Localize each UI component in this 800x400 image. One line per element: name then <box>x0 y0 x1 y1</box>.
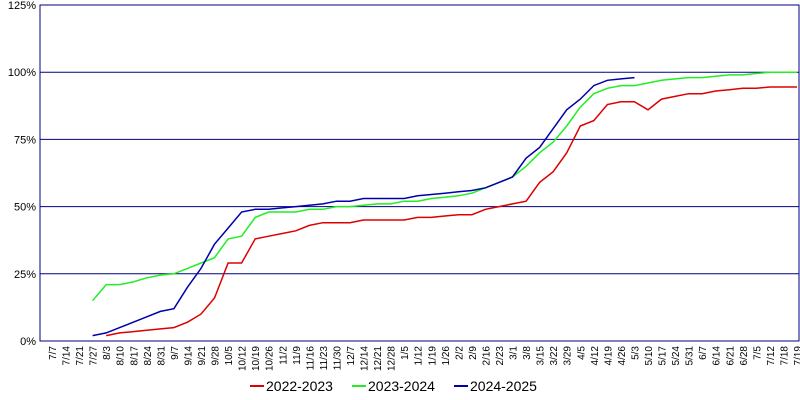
x-tick-label: 9/21 <box>197 346 208 366</box>
x-tick-label: 1/12 <box>414 346 425 366</box>
x-tick-label: 4/12 <box>590 346 601 366</box>
x-tick-label: 7/14 <box>62 346 73 366</box>
y-tick-label: 100% <box>8 67 36 79</box>
y-tick-label: 0% <box>20 336 36 348</box>
x-tick-label: 9/28 <box>211 346 222 366</box>
x-tick-label: 12/21 <box>373 346 384 371</box>
x-tick-label: 2/23 <box>495 346 506 366</box>
x-tick-label: 7/21 <box>75 346 86 366</box>
x-tick-label: 5/24 <box>671 346 682 366</box>
x-tick-label: 12/28 <box>387 346 398 371</box>
legend-label: 2023-2024 <box>368 378 435 394</box>
x-tick-label: 8/3 <box>102 346 113 360</box>
x-tick-label: 3/22 <box>549 346 560 366</box>
x-tick-label: 5/17 <box>658 346 669 366</box>
x-tick-label: 2/16 <box>481 346 492 366</box>
x-tick-label: 10/19 <box>251 346 262 371</box>
x-tick-label: 11/30 <box>332 346 343 371</box>
x-tick-label: 8/31 <box>156 346 167 366</box>
x-tick-label: 5/3 <box>630 346 641 360</box>
x-tick-label: 11/2 <box>278 346 289 365</box>
x-tick-label: 4/26 <box>617 346 628 366</box>
x-tick-label: 3/8 <box>522 346 533 360</box>
x-tick-label: 6/28 <box>739 346 750 366</box>
x-tick-label: 7/19 <box>793 346 800 366</box>
x-tick-label: 12/14 <box>360 346 371 371</box>
x-tick-label: 3/29 <box>563 346 574 366</box>
y-tick-label: 50% <box>14 202 36 214</box>
x-tick-label: 9/14 <box>183 346 194 366</box>
x-tick-label: 7/5 <box>752 346 763 360</box>
x-tick-label: 1/5 <box>400 346 411 360</box>
legend-label: 2022-2023 <box>266 378 333 394</box>
x-tick-label: 5/31 <box>685 346 696 366</box>
x-tick-label: 7/7 <box>48 346 59 360</box>
plot-area <box>39 4 800 342</box>
x-tick-label: 7/18 <box>779 346 790 366</box>
y-tick-label: 25% <box>14 269 36 281</box>
series-line <box>106 86 797 337</box>
series-line <box>92 71 797 302</box>
x-tick-label: 3/1 <box>509 346 520 360</box>
x-tick-label: 2/9 <box>468 346 479 360</box>
series-line <box>92 76 635 337</box>
x-tick-label: 7/12 <box>766 346 777 366</box>
x-tick-label: 10/26 <box>265 346 276 371</box>
legend-label: 2024-2025 <box>470 378 537 394</box>
x-tick-label: 11/16 <box>305 346 316 371</box>
y-tick-label: 125% <box>8 0 36 12</box>
x-tick-label: 7/27 <box>89 346 100 366</box>
x-tick-label: 8/17 <box>129 346 140 366</box>
x-tick-label: 11/23 <box>319 346 330 371</box>
x-tick-label: 6/21 <box>725 346 736 366</box>
x-tick-label: 10/5 <box>224 346 235 366</box>
x-tick-label: 5/10 <box>644 346 655 366</box>
x-tick-label: 9/7 <box>170 346 181 360</box>
x-tick-label: 4/5 <box>576 346 587 360</box>
x-tick-label: 4/19 <box>603 346 614 366</box>
x-tick-label: 8/10 <box>116 346 127 366</box>
x-tick-label: 6/7 <box>698 346 709 360</box>
x-tick-label: 2/2 <box>454 346 465 360</box>
x-tick-label: 8/24 <box>143 346 154 366</box>
x-tick-label: 12/7 <box>346 346 357 366</box>
x-tick-label: 11/9 <box>292 346 303 365</box>
x-tick-label: 1/19 <box>427 346 438 366</box>
x-tick-label: 10/12 <box>238 346 249 371</box>
y-tick-label: 75% <box>14 134 36 146</box>
x-tick-label: 3/15 <box>536 346 547 366</box>
x-tick-label: 6/14 <box>712 346 723 366</box>
x-tick-label: 1/26 <box>441 346 452 366</box>
